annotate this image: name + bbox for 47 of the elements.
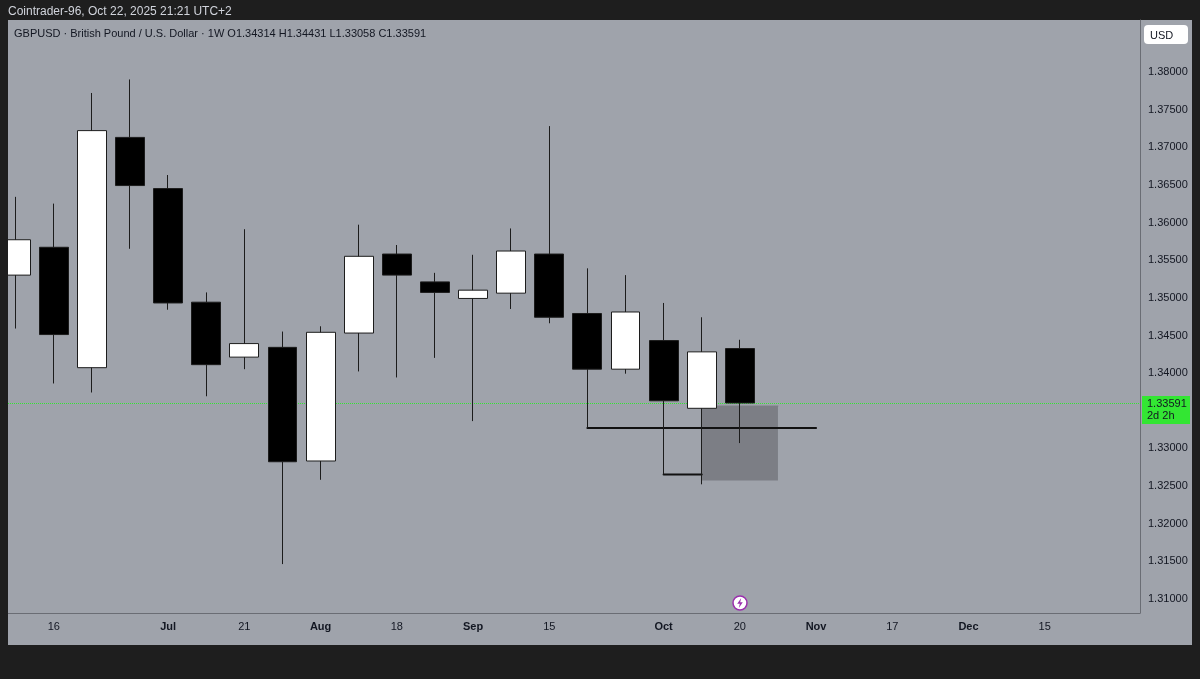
candlestick [611, 274, 640, 375]
x-tick-label: 17 [886, 619, 899, 632]
candlestick [306, 325, 336, 481]
y-tick-label: 1.37000 [1148, 140, 1188, 153]
text: GBPUSD · British Pound / U.S. Dollar · 1W O1.34314 H1.34431 L1.33058 C1.33591 [14, 26, 427, 39]
y-tick-label: 1.34000 [1148, 366, 1188, 379]
x-tick-label: Oct [654, 619, 674, 632]
candlestick [534, 125, 564, 324]
y-tick-label: 1.38000 [1148, 65, 1188, 78]
candlestick [77, 92, 107, 394]
y-tick-label: 1.32500 [1148, 479, 1188, 492]
y-tick-label: 1.31000 [1148, 591, 1188, 604]
candlestick [115, 78, 145, 250]
candlestick [39, 203, 69, 384]
y-tick-label: 1.37500 [1148, 102, 1188, 115]
y-tick-label: 1.32000 [1148, 516, 1188, 529]
y-axis-title: USD [1150, 28, 1174, 41]
candlestick [420, 272, 450, 359]
candlestick [191, 291, 221, 397]
candlestick [382, 244, 412, 378]
y-tick-label: 1.31500 [1148, 554, 1188, 567]
y-tick-label: 1.35000 [1148, 290, 1188, 303]
y-tick-label: 1.34500 [1148, 328, 1188, 341]
x-tick-label: Nov [805, 619, 828, 632]
y-tick-label: 1.35500 [1148, 253, 1188, 266]
x-tick-label: Sep [462, 619, 484, 632]
candlestick [268, 331, 297, 565]
x-tick-label: 15 [543, 619, 556, 632]
candlestick [458, 254, 488, 422]
x-tick-label: 20 [733, 619, 746, 632]
y-tick-label: 1.33000 [1148, 441, 1188, 454]
y-tick-label: 1.36000 [1148, 215, 1188, 228]
x-tick-label: 18 [390, 619, 403, 632]
x-tick-label: 21 [238, 619, 251, 632]
candlestick [344, 224, 374, 372]
x-tick-label: Dec [958, 619, 979, 632]
x-tick-label: 15 [1038, 619, 1051, 632]
x-tick-label: Aug [309, 619, 332, 632]
candlestick [229, 228, 259, 370]
text: 2d 2h [1147, 409, 1175, 422]
candlestick [496, 227, 526, 310]
x-tick-label: 16 [47, 619, 60, 632]
candlestick [153, 174, 183, 311]
chart-subtitle: Cointrader-96, Oct 22, 2025 21:21 UTC+2 [8, 4, 233, 18]
x-tick-label: Jul [160, 619, 177, 632]
ref-line-label: 1.33591 [1147, 396, 1187, 409]
y-tick-label: 1.36500 [1148, 178, 1188, 191]
